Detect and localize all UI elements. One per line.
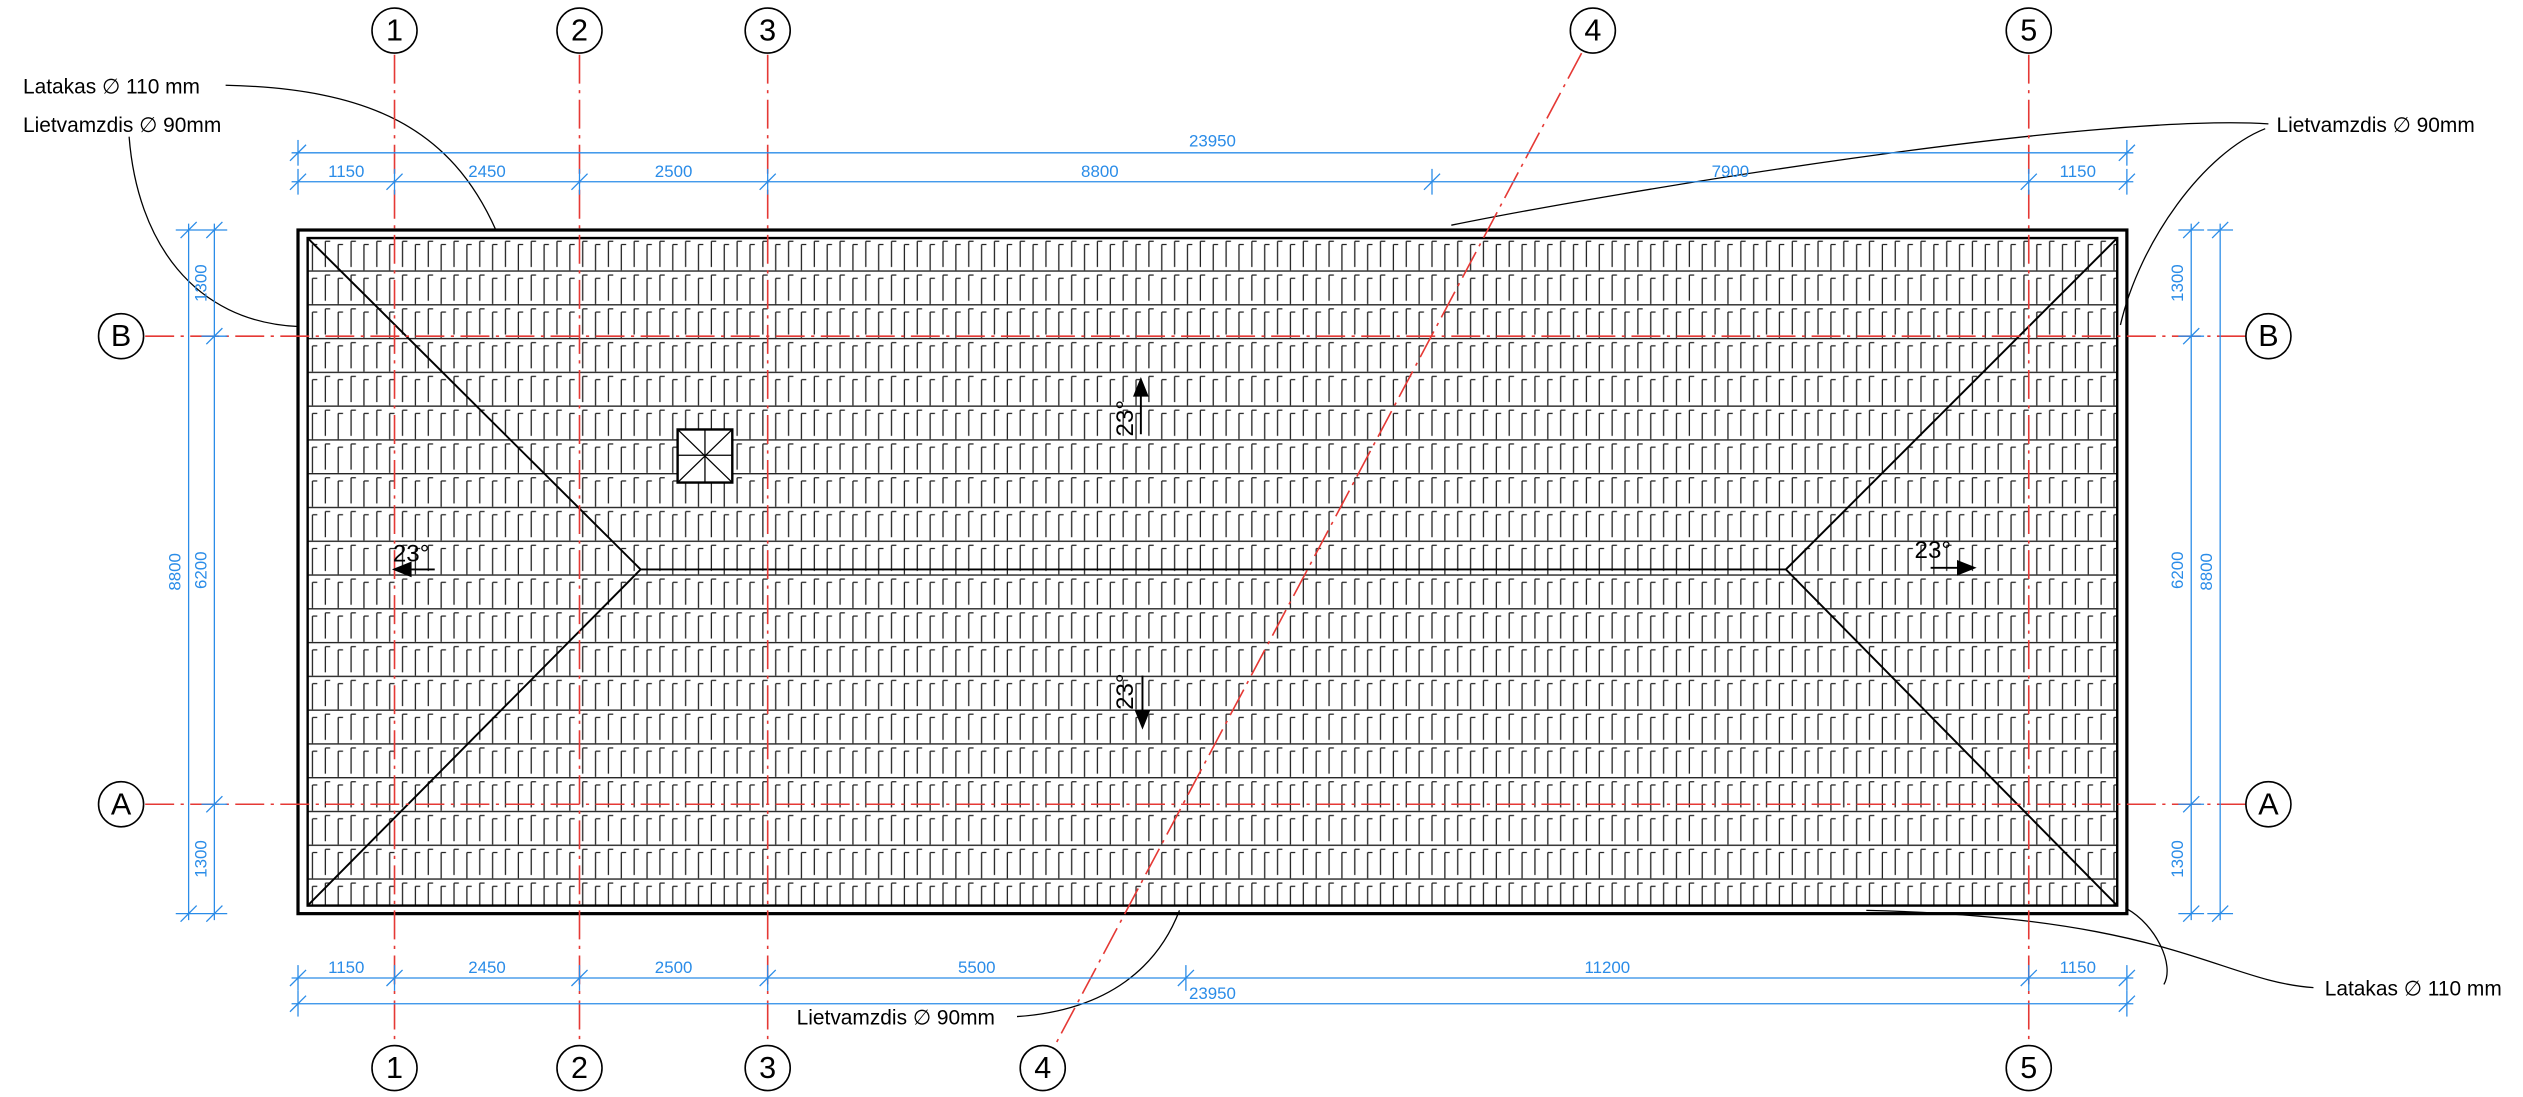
axis-label: 4 — [1584, 14, 1601, 48]
axis-label: 5 — [2020, 1051, 2037, 1085]
dim-text: 2500 — [655, 958, 693, 977]
axis-bubble — [556, 1044, 603, 1092]
dim-text: 6200 — [191, 551, 210, 589]
slope-label: 23° — [1915, 537, 1951, 564]
axis-bubble — [744, 7, 792, 54]
note: Latakas ∅ 110 mm — [23, 75, 200, 98]
roof-tiles — [306, 236, 2119, 907]
axis-bubble — [97, 312, 145, 360]
axis-label: 5 — [2020, 14, 2037, 48]
axis-label: 4 — [1034, 1051, 1051, 1085]
leader — [1016, 910, 1181, 1018]
dim-text: 5500 — [958, 958, 996, 977]
dim-text: 2450 — [468, 958, 506, 977]
dim-text: 1300 — [191, 840, 210, 878]
dim-text: 1150 — [2060, 162, 2096, 181]
roof-outline — [296, 228, 2129, 916]
dim-text: 1300 — [191, 264, 210, 302]
note: Latakas ∅ 110 mm — [2325, 978, 2502, 1001]
grid-axis — [1053, 52, 1583, 1048]
dim-text: 8800 — [2197, 553, 2216, 591]
axis-bubble — [744, 1044, 792, 1092]
dim-text: 1150 — [328, 958, 364, 977]
axis-label: 2 — [571, 14, 588, 48]
dim-text: 23950 — [1189, 131, 1236, 150]
leader — [2119, 128, 2266, 326]
axis-bubble — [97, 780, 145, 828]
dim-text: 1150 — [328, 162, 364, 181]
leader — [1451, 122, 2269, 226]
leader — [1866, 909, 2314, 989]
axis-label: 1 — [386, 1051, 403, 1085]
axis-label: B — [2258, 319, 2278, 353]
slope-arrow — [391, 561, 435, 578]
axis-label: 3 — [759, 14, 776, 48]
note: Lietvamzdis ∅ 90mm — [23, 114, 221, 137]
dim-text: 11200 — [1584, 958, 1630, 977]
axis-bubble — [371, 1044, 418, 1092]
leader — [225, 84, 497, 231]
dim-text: 1300 — [2168, 264, 2187, 302]
axis-bubble — [1569, 7, 1617, 54]
axis-bubble — [2245, 780, 2292, 828]
axis-bubble — [2005, 7, 2053, 54]
axis-bubble — [2245, 312, 2292, 360]
dim-text: 1150 — [2060, 958, 2096, 977]
dim-text: 2500 — [655, 162, 693, 181]
hip-lines — [306, 237, 2118, 907]
dim-text: 1300 — [2168, 840, 2187, 878]
axis-label: B — [111, 319, 131, 353]
chimney — [676, 428, 734, 484]
dim-text: 23950 — [1189, 984, 1236, 1003]
leader — [2126, 908, 2168, 985]
note: Lietvamzdis ∅ 90mm — [2276, 114, 2474, 137]
axis-bubble — [556, 7, 603, 54]
note: Lietvamzdis ∅ 90mm — [797, 1007, 995, 1030]
axis-label: 3 — [759, 1051, 776, 1085]
dim-text: 7900 — [1712, 162, 1750, 181]
slope-arrow — [1930, 559, 1977, 576]
dim-text: 2450 — [468, 162, 506, 181]
slope-label: 23° — [1112, 673, 1139, 709]
axis-label: 1 — [386, 14, 403, 48]
axis-bubble — [2005, 1044, 2053, 1092]
slope-arrow — [1133, 377, 1149, 435]
axis-bubble — [1019, 1044, 1067, 1092]
slope-arrow — [1134, 675, 1151, 730]
axis-label: A — [111, 787, 132, 821]
axis-label: 2 — [571, 1051, 588, 1085]
slope-label: 23° — [1112, 400, 1139, 436]
dim-text: 6200 — [2168, 551, 2187, 589]
leader — [128, 136, 299, 328]
dim-text: 8800 — [166, 553, 185, 591]
axis-bubble — [371, 7, 418, 54]
axis-label: A — [2258, 787, 2279, 821]
dim-text: 8800 — [1081, 162, 1119, 181]
